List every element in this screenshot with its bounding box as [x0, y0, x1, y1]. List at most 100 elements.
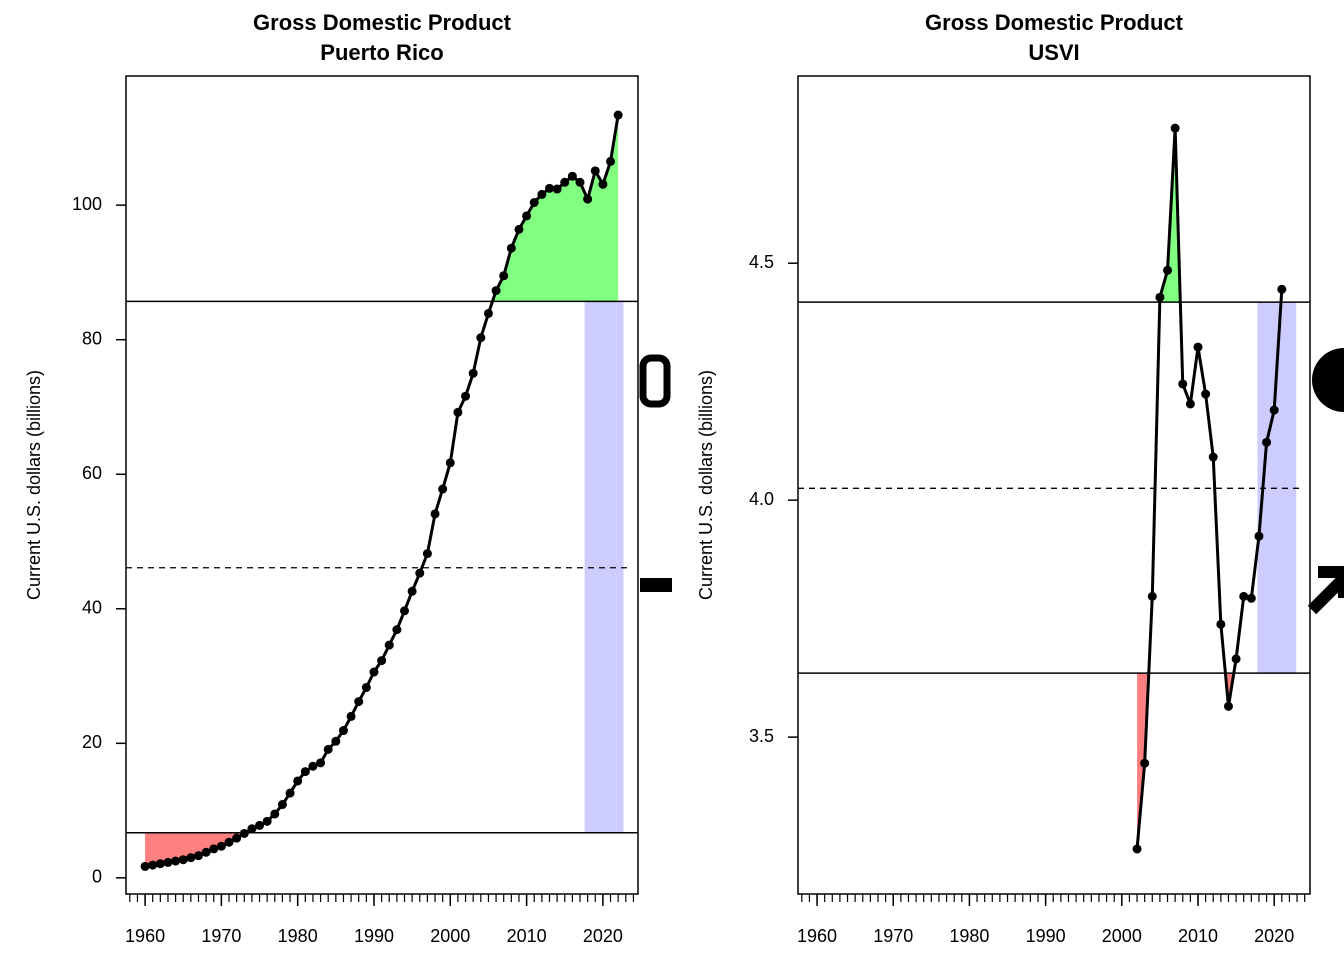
data-point — [598, 179, 608, 189]
data-point — [606, 156, 616, 166]
y-tick-label: 0 — [92, 867, 102, 887]
icon — [1307, 566, 1344, 615]
data-point — [1262, 437, 1272, 447]
data-point — [1216, 619, 1226, 629]
plot-area — [126, 110, 638, 871]
y-tick-label: 80 — [82, 328, 102, 348]
data-point — [209, 844, 219, 854]
data-point — [354, 697, 364, 707]
data-point — [453, 407, 463, 417]
data-point — [1208, 452, 1218, 462]
panel: Gross Domestic Product USVI Current U.S. d… — [696, 10, 1311, 946]
x-tick-label: 1980 — [949, 926, 989, 946]
data-point — [377, 656, 387, 666]
data-point — [445, 458, 455, 468]
x-tick-label: 2010 — [1178, 926, 1218, 946]
data-point — [216, 841, 226, 851]
data-point — [1246, 593, 1256, 603]
data-point — [514, 224, 524, 234]
x-tick-label: 2020 — [1254, 926, 1294, 946]
data-point — [613, 110, 623, 120]
data-point — [430, 509, 440, 519]
data-point — [224, 837, 234, 847]
x-tick-label: 1960 — [797, 926, 837, 946]
data-point — [1132, 844, 1142, 854]
data-point — [163, 857, 173, 867]
side-icons — [639, 348, 1344, 615]
data-point — [1269, 405, 1279, 415]
x-tick-label: 2000 — [430, 926, 470, 946]
data-point — [415, 568, 425, 578]
chart-subtitle: USVI — [1028, 40, 1079, 65]
data-point — [567, 171, 577, 181]
data-point — [140, 861, 150, 871]
x-tick-label: 1980 — [278, 926, 318, 946]
data-point — [583, 194, 593, 204]
data-point — [552, 184, 562, 194]
data-point — [1277, 284, 1287, 294]
data-point — [1163, 265, 1173, 275]
y-axis-label: Current U.S. dollars (billions) — [696, 370, 716, 600]
data-point — [1155, 292, 1165, 302]
data-point — [1147, 591, 1157, 601]
data-point — [316, 758, 326, 768]
plot-frame — [797, 75, 1311, 895]
data-point — [186, 853, 196, 863]
data-point — [400, 606, 410, 616]
highlight-band — [584, 301, 624, 833]
data-point — [346, 711, 356, 721]
x-tick-label: 1970 — [873, 926, 913, 946]
data-point — [438, 484, 448, 494]
data-point — [483, 308, 493, 318]
y-tick-label: 60 — [82, 463, 102, 483]
data-point — [277, 800, 287, 810]
data-point — [1178, 379, 1188, 389]
data-point — [506, 243, 516, 253]
icon — [1312, 348, 1344, 412]
x-tick-label: 1960 — [125, 926, 165, 946]
data-point — [522, 211, 532, 221]
above-upper-fill — [492, 115, 619, 302]
data-point — [1201, 389, 1211, 399]
data-point — [285, 788, 295, 798]
data-point — [300, 767, 310, 777]
data-point — [1185, 399, 1195, 409]
data-point — [529, 197, 539, 207]
data-point — [476, 333, 486, 343]
y-axis-label: Current U.S. dollars (billions) — [24, 370, 44, 600]
x-tick-label: 1990 — [1026, 926, 1066, 946]
data-point — [384, 640, 394, 650]
data-point — [369, 667, 379, 677]
data-point — [1193, 342, 1203, 352]
y-tick-label: 20 — [82, 732, 102, 752]
data-point — [308, 761, 318, 771]
data-point — [1223, 701, 1233, 711]
data-point — [239, 828, 249, 838]
data-point — [1239, 591, 1249, 601]
x-tick-label: 2020 — [583, 926, 623, 946]
data-point — [331, 736, 341, 746]
data-point — [361, 682, 371, 692]
data-point — [461, 391, 471, 401]
data-point — [1231, 654, 1241, 664]
data-point — [148, 860, 158, 870]
data-point — [201, 847, 211, 857]
chart-title: Gross Domestic Product — [925, 10, 1184, 35]
x-tick-label: 1990 — [354, 926, 394, 946]
data-point — [407, 586, 417, 596]
chart-title: Gross Domestic Product — [253, 10, 512, 35]
y-tick-label: 4.5 — [749, 252, 774, 272]
data-point — [491, 286, 501, 296]
y-tick-label: 100 — [72, 194, 102, 214]
data-point — [544, 183, 554, 193]
above-upper-fill — [1159, 128, 1282, 303]
data-point — [338, 726, 348, 736]
data-point — [255, 820, 265, 830]
data-point — [262, 816, 272, 826]
data-point — [422, 549, 432, 559]
x-tick-label: 2010 — [507, 926, 547, 946]
data-point — [293, 776, 303, 786]
data-point — [590, 166, 600, 176]
y-tick-label: 3.5 — [749, 726, 774, 746]
